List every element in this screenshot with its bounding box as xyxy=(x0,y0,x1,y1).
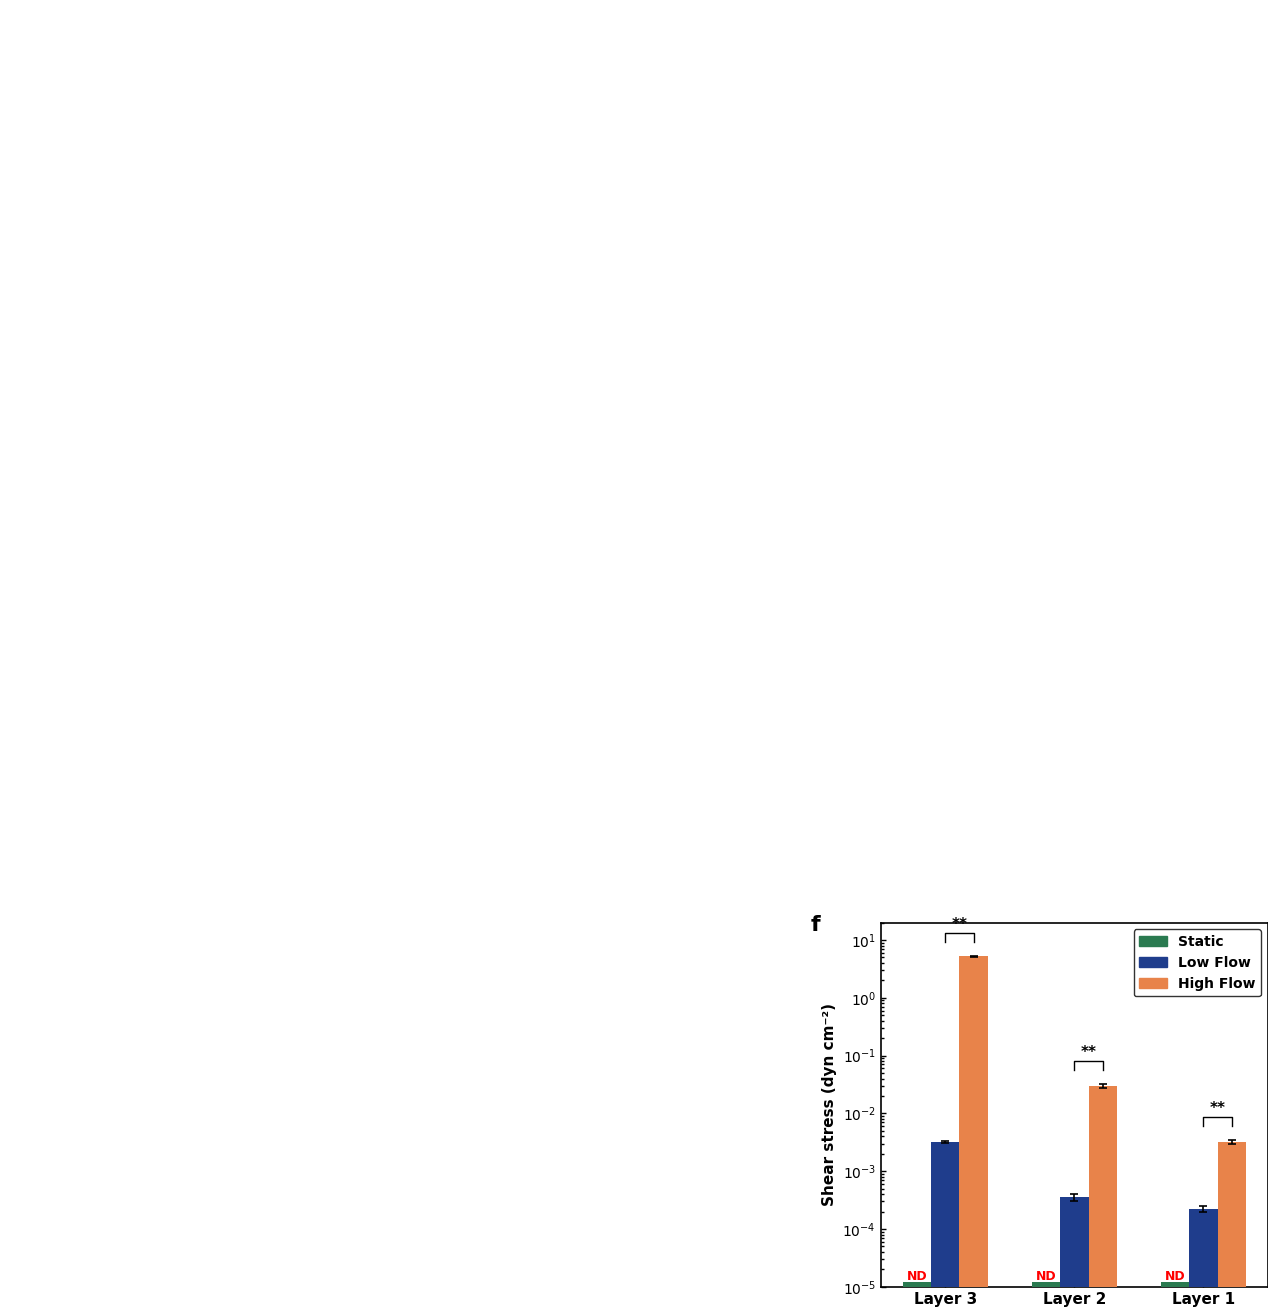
Text: ND: ND xyxy=(1036,1270,1056,1283)
Bar xyxy=(960,956,988,1313)
Text: f: f xyxy=(812,915,820,935)
Text: ND: ND xyxy=(1165,1270,1186,1283)
Y-axis label: Shear stress (dyn cm⁻²): Shear stress (dyn cm⁻²) xyxy=(822,1003,837,1207)
Legend: Static, Low Flow, High Flow: Static, Low Flow, High Flow xyxy=(1134,930,1262,997)
Bar xyxy=(1060,1197,1088,1313)
Bar xyxy=(1032,1283,1060,1313)
Bar xyxy=(931,1142,960,1313)
Bar xyxy=(1189,1209,1217,1313)
Bar xyxy=(1217,1142,1246,1313)
Text: **: ** xyxy=(1080,1045,1097,1060)
Bar xyxy=(1088,1086,1117,1313)
Text: ND: ND xyxy=(907,1270,927,1283)
Text: **: ** xyxy=(1210,1100,1226,1116)
Bar xyxy=(903,1283,931,1313)
Bar xyxy=(1160,1283,1189,1313)
Text: **: ** xyxy=(951,916,967,931)
